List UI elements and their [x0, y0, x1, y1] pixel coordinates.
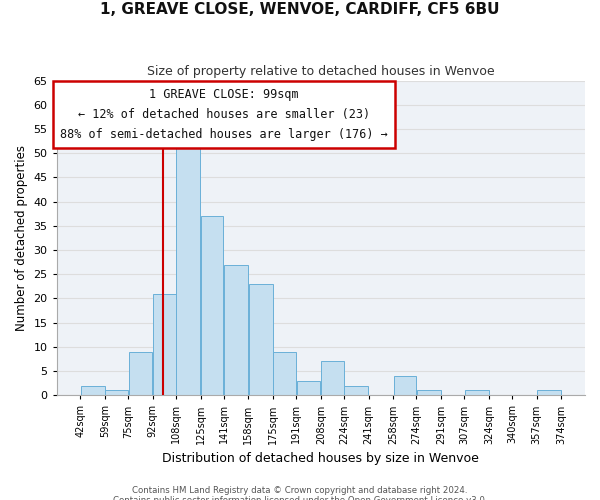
Bar — [249, 284, 272, 396]
Bar — [417, 390, 441, 396]
Bar — [153, 294, 176, 396]
Bar — [394, 376, 416, 396]
Bar — [81, 386, 104, 396]
Bar — [224, 264, 248, 396]
Bar — [176, 138, 200, 396]
Bar — [296, 380, 320, 396]
Bar — [106, 390, 128, 396]
Bar — [201, 216, 223, 396]
Title: Size of property relative to detached houses in Wenvoe: Size of property relative to detached ho… — [147, 65, 494, 78]
Bar — [537, 390, 561, 396]
Bar — [128, 352, 152, 396]
Text: Contains HM Land Registry data © Crown copyright and database right 2024.: Contains HM Land Registry data © Crown c… — [132, 486, 468, 495]
Bar — [464, 390, 488, 396]
Bar — [321, 362, 344, 396]
Text: 1, GREAVE CLOSE, WENVOE, CARDIFF, CF5 6BU: 1, GREAVE CLOSE, WENVOE, CARDIFF, CF5 6B… — [100, 2, 500, 18]
Bar — [274, 352, 296, 396]
Y-axis label: Number of detached properties: Number of detached properties — [15, 145, 28, 331]
Text: Contains public sector information licensed under the Open Government Licence v3: Contains public sector information licen… — [113, 496, 487, 500]
Text: 1 GREAVE CLOSE: 99sqm
← 12% of detached houses are smaller (23)
88% of semi-deta: 1 GREAVE CLOSE: 99sqm ← 12% of detached … — [60, 88, 388, 141]
X-axis label: Distribution of detached houses by size in Wenvoe: Distribution of detached houses by size … — [163, 452, 479, 465]
Bar — [344, 386, 368, 396]
